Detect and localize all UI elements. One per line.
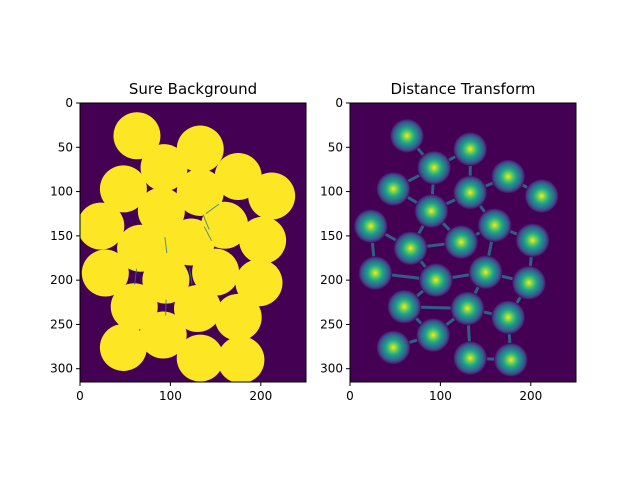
foreground-blob (139, 311, 187, 359)
foreground-blob (192, 248, 240, 296)
foreground-blob (176, 168, 224, 216)
distance-peak (491, 300, 526, 335)
x-tick-label: 0 (346, 389, 354, 403)
distance-peak (376, 171, 411, 206)
x-tick-label: 200 (249, 389, 272, 403)
blob-boundary (202, 214, 210, 230)
foreground-blob (235, 259, 283, 307)
distance-peak (418, 263, 453, 298)
foreground-blob (176, 125, 224, 173)
foreground-blob (248, 172, 296, 220)
foreground-blob (140, 144, 188, 192)
distance-peak (524, 179, 559, 213)
chart-title: Sure Background (129, 80, 257, 98)
distance-peak (414, 194, 449, 229)
chart-title: Distance Transform (391, 80, 536, 98)
blob-layer (80, 112, 296, 382)
distance-peak (468, 255, 503, 290)
foreground-blob (174, 284, 222, 332)
foreground-blob (146, 222, 194, 270)
distance-peak (453, 341, 488, 376)
axis-ticks: 0 100 200 0 50 100 150 200 250 300 (320, 96, 542, 403)
x-tick-label: 100 (429, 389, 452, 403)
distance-peak (511, 265, 546, 300)
foreground-blob (110, 283, 158, 331)
foreground-blob (214, 293, 262, 341)
blob-boundary (205, 203, 220, 214)
blob-boundary (134, 268, 138, 285)
distance-peak (453, 132, 488, 167)
y-tick-label: 50 (328, 140, 343, 154)
axis-ticks: 0 100 200 0 50 100 150 200 250 300 (50, 96, 272, 403)
foreground-blob (137, 187, 185, 235)
axes-frame (349, 102, 577, 383)
blob-boundary (164, 237, 168, 254)
distance-peak (491, 159, 526, 194)
distance-peak (416, 318, 451, 353)
y-tick-label: 150 (320, 229, 343, 243)
distance-peak (477, 208, 512, 243)
x-tick-label: 100 (159, 389, 182, 403)
distance-peak (376, 330, 411, 365)
x-tick-label: 0 (76, 389, 84, 403)
distance-peak (515, 223, 550, 258)
foreground-blob (80, 202, 125, 250)
distance-peak (353, 209, 388, 244)
y-tick-label: 250 (50, 317, 73, 331)
y-tick-label: 200 (50, 273, 73, 287)
blob-boundary (188, 268, 193, 285)
distance-peak (393, 231, 428, 266)
foreground-blob (217, 336, 265, 382)
distance-peak (358, 256, 393, 291)
foreground-blob (113, 112, 161, 160)
y-tick-label: 150 (50, 229, 73, 243)
y-tick-label: 250 (320, 317, 343, 331)
peak-layer (353, 118, 559, 377)
blob-boundary (203, 226, 213, 241)
distance-peak (389, 118, 424, 153)
foreground-blob (81, 249, 129, 297)
distance-peak (450, 291, 485, 326)
y-tick-label: 0 (65, 96, 73, 110)
foreground-blob (99, 323, 147, 371)
y-tick-label: 300 (50, 362, 73, 376)
y-tick-label: 100 (320, 185, 343, 199)
panel-distance-transform: Distance Transform 0 100 200 0 50 100 150 200 25… (320, 80, 577, 403)
x-tick-label: 200 (519, 389, 542, 403)
axes-frame (79, 102, 307, 383)
foreground-blob (176, 334, 224, 382)
y-tick-label: 100 (50, 185, 73, 199)
distance-peak (387, 289, 422, 324)
y-tick-label: 50 (58, 140, 73, 154)
distance-peak (417, 150, 452, 185)
y-tick-label: 0 (335, 96, 343, 110)
distance-peak (453, 175, 488, 210)
foreground-blob (239, 216, 287, 264)
distance-peak (444, 225, 479, 260)
foreground-blob (99, 165, 147, 213)
panel-sure-background: Sure Background 0 100 200 0 50 100 150 200 250 30… (50, 80, 307, 403)
y-tick-label: 200 (320, 273, 343, 287)
distance-peak (493, 342, 528, 377)
y-tick-label: 300 (320, 362, 343, 376)
